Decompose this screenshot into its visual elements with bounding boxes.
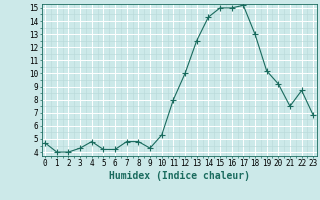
- X-axis label: Humidex (Indice chaleur): Humidex (Indice chaleur): [109, 171, 250, 181]
